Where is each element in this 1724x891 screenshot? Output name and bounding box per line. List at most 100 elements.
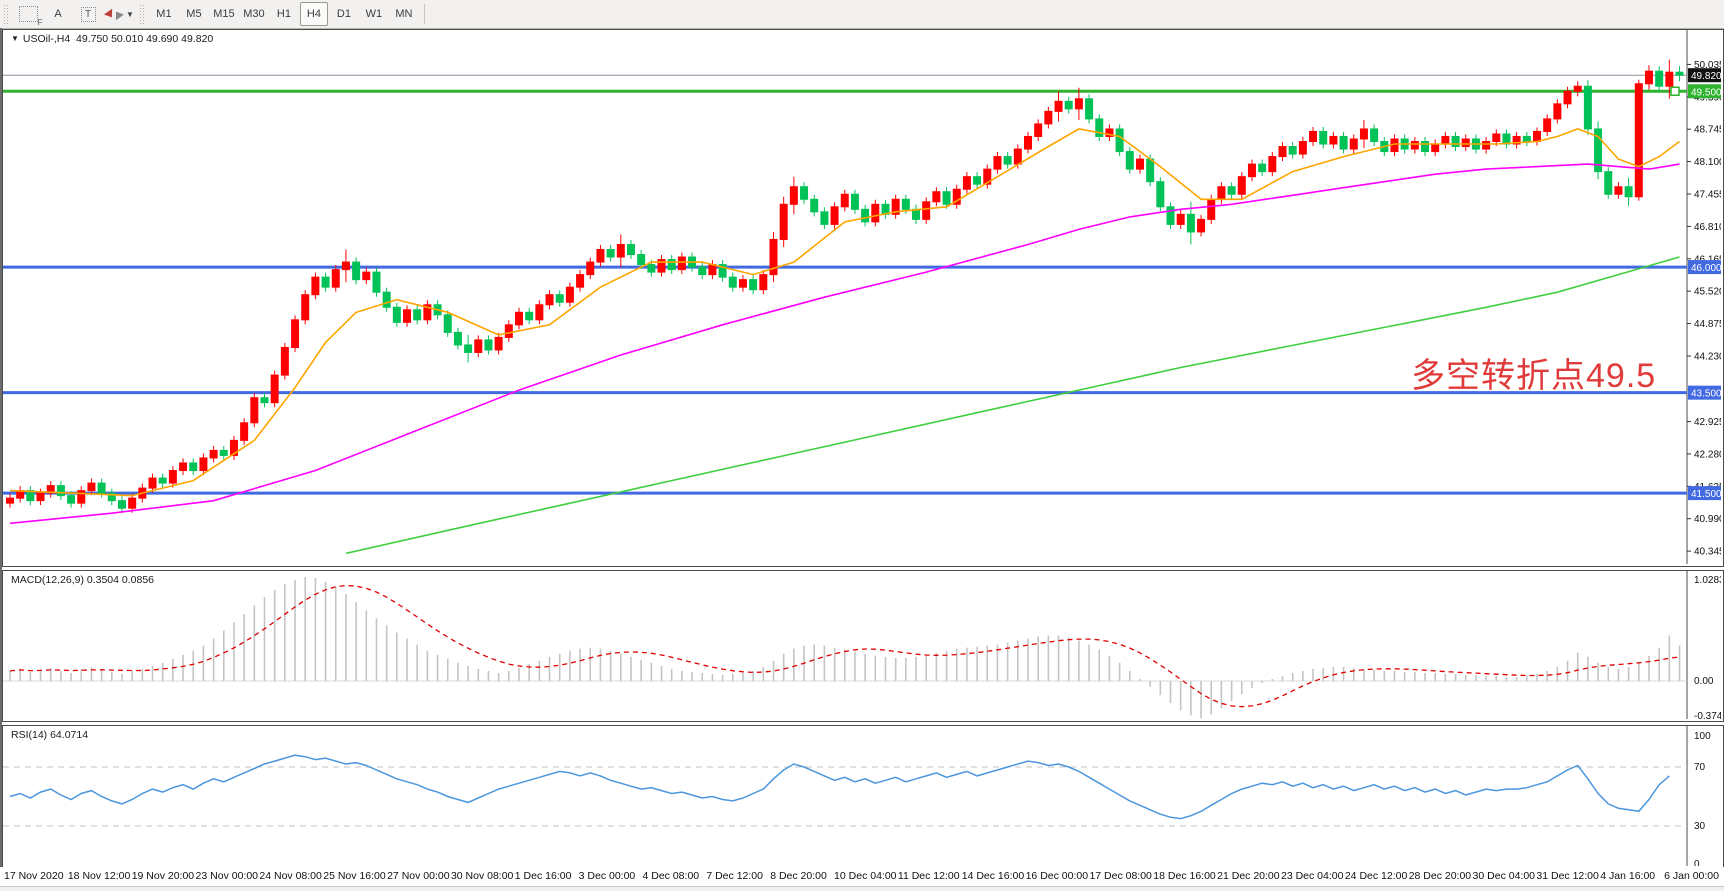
macd-axis-label: 0.00	[1694, 676, 1714, 687]
ma-slow-green	[345, 256, 1680, 555]
price-tick: 46.810	[1694, 222, 1721, 233]
time-axis-label: 28 Dec 20:00	[1408, 870, 1472, 882]
time-axis-label: 19 Nov 20:00	[131, 870, 195, 882]
price-badge-label: 46.000	[1691, 263, 1721, 274]
arrows-tool-button[interactable]: ▼	[103, 2, 135, 26]
price-tick: 42.925	[1694, 417, 1721, 428]
price-badge	[1688, 84, 1721, 99]
timeframe-button-m30[interactable]: M30	[243, 8, 265, 20]
price-tick: 46.165	[1694, 254, 1721, 265]
rsi-label: RSI(14) 64.0714	[11, 729, 89, 741]
rsi-panel: RSI(14) 64.0714 100 70 30 0	[2, 725, 1724, 869]
time-axis-label: 11 Dec 12:00	[897, 870, 960, 882]
time-axis-label: 27 Nov 00:00	[387, 870, 450, 882]
chevron-down-icon: ▼	[126, 9, 134, 19]
time-axis-label: 31 Dec 12:00	[1536, 870, 1599, 882]
toolbar-grip[interactable]	[138, 4, 145, 24]
ma-mid-magenta	[9, 163, 1680, 525]
rsi-axis-label: 0	[1694, 859, 1700, 866]
price-badge-label: 41.500	[1691, 489, 1721, 500]
price-tick: 47.455	[1694, 189, 1721, 200]
chart-annotation-text[interactable]: 多空转折点49.5	[1411, 357, 1657, 395]
window-left-frame	[0, 28, 2, 886]
time-axis-label: 23 Nov 00:00	[195, 870, 259, 882]
rsi-axis-label: 30	[1694, 821, 1706, 832]
chevron-down-icon[interactable]: ▼	[11, 34, 19, 43]
macd-axis-label: 1.0283	[1694, 575, 1721, 586]
price-tick: 44.875	[1694, 319, 1721, 330]
price-tick: 44.230	[1694, 351, 1721, 362]
time-axis-label: 6 Jan 00:00	[1664, 870, 1719, 882]
timeframe-button-w1[interactable]: W1	[365, 8, 383, 20]
macd-axis-label: -0.3748	[1694, 711, 1721, 719]
ma-fast-orange	[9, 128, 1680, 497]
price-badge	[1688, 260, 1721, 275]
rsi-axis-label: 100	[1694, 731, 1711, 742]
price-badge-label: 49.820	[1691, 71, 1721, 82]
time-axis-label: 7 Dec 12:00	[706, 870, 763, 882]
price-tick: 42.280	[1694, 449, 1721, 460]
price-tick: 48.100	[1694, 157, 1721, 168]
time-axis-label: 4 Jan 16:00	[1600, 870, 1656, 882]
hline-handle[interactable]	[1670, 86, 1680, 97]
timeframe-button-mn[interactable]: MN	[395, 8, 413, 20]
timeframe-button-m15[interactable]: M15	[213, 8, 235, 20]
time-axis-label: 1 Dec 16:00	[514, 870, 572, 882]
price-tick: 45.520	[1694, 287, 1721, 298]
candles-group	[6, 59, 1684, 513]
macd-canvas[interactable]: 1.0283 0.00 -0.3748	[3, 571, 1721, 719]
price-badge-label: 49.500	[1691, 87, 1721, 98]
price-tick: 50.035	[1694, 60, 1721, 71]
time-axis-label: 25 Nov 16:00	[323, 870, 386, 882]
timeframe-button-h1[interactable]: H1	[276, 8, 291, 20]
price-badge	[1688, 486, 1721, 501]
price-tick: 40.990	[1694, 514, 1721, 525]
time-axis-label: 14 Dec 16:00	[961, 870, 1025, 882]
price-tick: 40.345	[1694, 547, 1721, 558]
time-axis-label: 17 Nov 2020	[4, 870, 64, 882]
time-axis-label: 17 Dec 08:00	[1089, 870, 1152, 882]
time-axis-label: 4 Dec 08:00	[642, 870, 700, 882]
text-box-icon: T	[80, 6, 96, 22]
time-axis-label: 3 Dec 00:00	[578, 870, 636, 882]
time-axis[interactable]: 17 Nov 2020 18 Nov 12:00 19 Nov 20:00 23 No…	[0, 867, 1724, 886]
time-axis-label: 18 Dec 16:00	[1153, 870, 1216, 882]
fibo-grid-tool-button[interactable]: F	[14, 2, 43, 27]
price-badge	[1688, 68, 1721, 83]
chart-title: ▼ USOil-,H4 49.750 50.010 49.690 49.820	[11, 33, 214, 45]
macd-signal-line	[9, 584, 1680, 708]
price-badge	[1688, 385, 1721, 400]
toolbar: F A T ▼ M1 M5 M15 M30 H1 H4 D1 W1 MN	[0, 0, 1724, 29]
rsi-axis-label: 70	[1694, 762, 1706, 773]
time-axis-label: 24 Nov 08:00	[259, 870, 322, 882]
time-axis-label: 30 Dec 04:00	[1472, 870, 1536, 882]
time-axis-label: 8 Dec 20:00	[770, 870, 827, 882]
main-chart-panel: ▼ USOil-,H4 49.750 50.010 49.690 49.820 多…	[2, 29, 1724, 567]
time-axis-label: 30 Nov 08:00	[450, 870, 514, 882]
rsi-canvas[interactable]: 100 70 30 0	[3, 726, 1721, 866]
timeframe-button-h4[interactable]: H4	[299, 2, 328, 26]
macd-panel: MACD(12,26,9) 0.3504 0.0856 1.0283 0.00 -0…	[2, 570, 1724, 722]
toolbar-separator	[423, 4, 425, 24]
text-label-tool-button[interactable]: A	[54, 8, 62, 20]
time-axis-label: 18 Nov 12:00	[67, 870, 131, 882]
rsi-line	[9, 754, 1670, 820]
macd-label: MACD(12,26,9) 0.3504 0.0856	[11, 574, 155, 586]
time-axis-label: 16 Dec 00:00	[1025, 870, 1089, 882]
timeframe-button-m5[interactable]: M5	[186, 8, 202, 20]
time-axis-label: 21 Dec 20:00	[1217, 870, 1280, 882]
main-chart-canvas[interactable]: 50.03549.39048.74548.10047.45546.81046.1…	[3, 30, 1721, 564]
price-badge-label: 43.500	[1691, 389, 1721, 400]
price-tick: 48.745	[1694, 125, 1721, 136]
text-box-tool-button[interactable]: T	[74, 2, 102, 26]
macd-histogram	[9, 576, 1681, 719]
time-axis-label: 23 Dec 04:00	[1281, 870, 1344, 882]
timeframe-button-d1[interactable]: D1	[336, 8, 351, 20]
timeframe-button-m1[interactable]: M1	[156, 8, 172, 20]
toolbar-grip[interactable]	[3, 4, 9, 24]
time-axis-label: 10 Dec 04:00	[834, 870, 897, 882]
timeframe-group: M1 M5 M15 M30 H1 H4 D1 W1 MN	[149, 2, 419, 26]
fibo-grid-icon: F	[18, 6, 43, 27]
time-axis-label: 24 Dec 12:00	[1344, 870, 1408, 882]
